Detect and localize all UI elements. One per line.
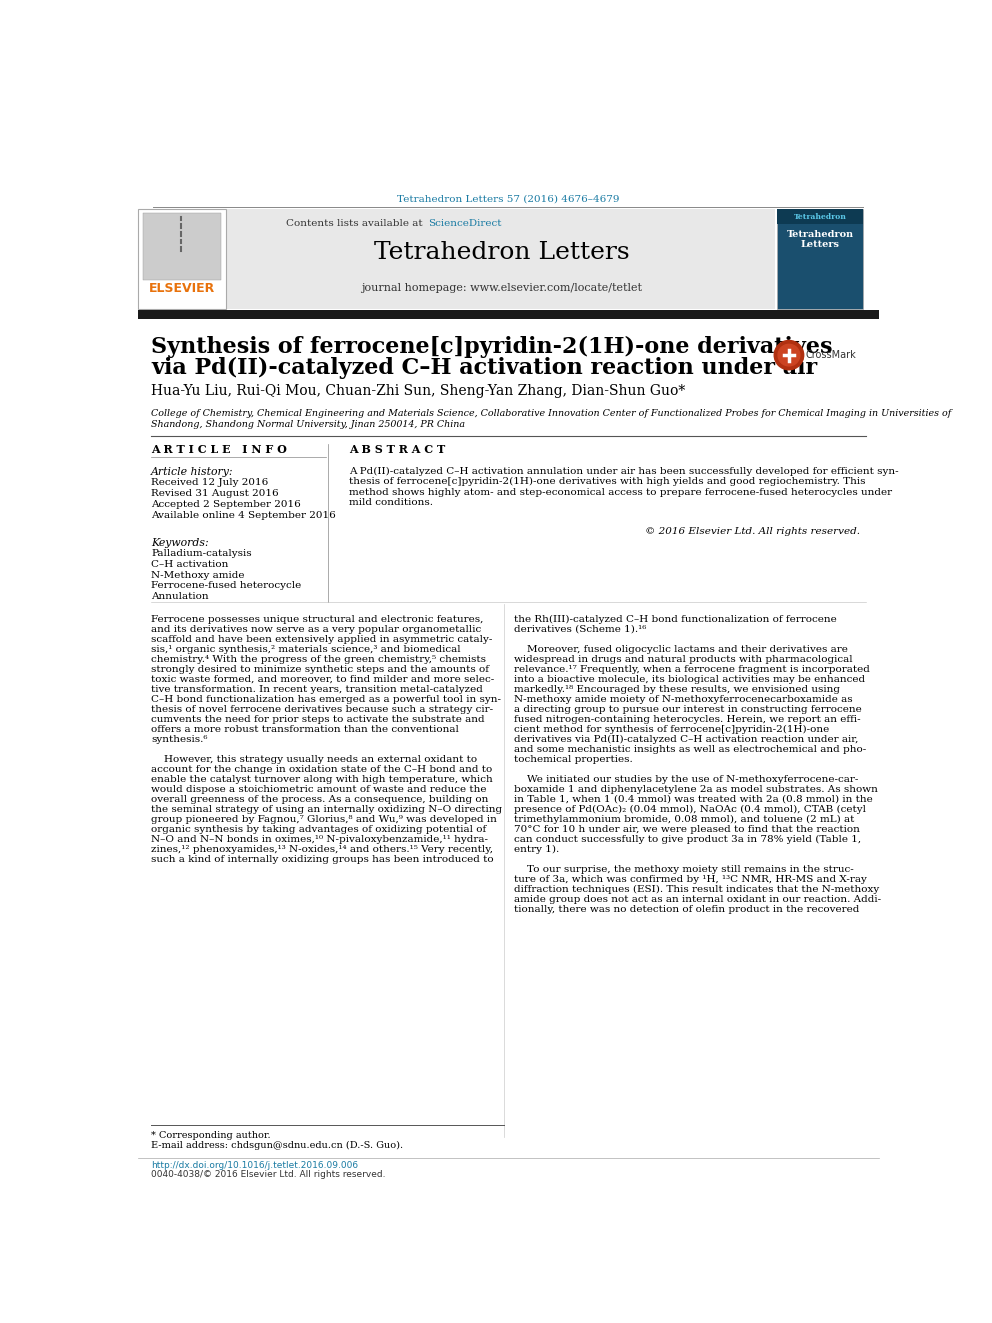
Text: A B S T R A C T: A B S T R A C T — [349, 445, 445, 455]
Text: synthesis.⁶: synthesis.⁶ — [151, 734, 207, 744]
Text: Shandong, Shandong Normal University, Jinan 250014, PR China: Shandong, Shandong Normal University, Ji… — [151, 419, 465, 429]
Text: Ferrocene-fused heterocycle: Ferrocene-fused heterocycle — [151, 582, 302, 590]
Text: cumvents the need for prior steps to activate the substrate and: cumvents the need for prior steps to act… — [151, 714, 485, 724]
Text: method shows highly atom- and step-economical access to prepare ferrocene-fused : method shows highly atom- and step-econo… — [349, 488, 892, 496]
Text: A Pd(II)-catalyzed C–H activation annulation under air has been successfully dev: A Pd(II)-catalyzed C–H activation annula… — [349, 467, 899, 476]
Text: N-Methoxy amide: N-Methoxy amide — [151, 570, 245, 579]
Text: widespread in drugs and natural products with pharmacological: widespread in drugs and natural products… — [514, 655, 852, 664]
Text: strongly desired to minimize synthetic steps and the amounts of: strongly desired to minimize synthetic s… — [151, 664, 489, 673]
Text: Tetrahedron: Tetrahedron — [794, 213, 846, 221]
Text: fused nitrogen-containing heterocycles. Herein, we report an effi-: fused nitrogen-containing heterocycles. … — [514, 714, 860, 724]
Text: group pioneered by Fagnou,⁷ Glorius,⁸ and Wu,⁹ was developed in: group pioneered by Fagnou,⁷ Glorius,⁸ an… — [151, 815, 497, 824]
Text: ScienceDirect: ScienceDirect — [428, 218, 501, 228]
Text: ELSEVIER: ELSEVIER — [149, 282, 215, 295]
Text: 0040-4038/© 2016 Elsevier Ltd. All rights reserved.: 0040-4038/© 2016 Elsevier Ltd. All right… — [151, 1170, 386, 1179]
Text: mild conditions.: mild conditions. — [349, 497, 433, 507]
Text: Moreover, fused oligocyclic lactams and their derivatives are: Moreover, fused oligocyclic lactams and … — [514, 644, 848, 654]
FancyBboxPatch shape — [227, 209, 775, 308]
Text: C–H bond functionalization has emerged as a powerful tool in syn-: C–H bond functionalization has emerged a… — [151, 695, 501, 704]
Text: tochemical properties.: tochemical properties. — [514, 754, 633, 763]
Text: CrossMark: CrossMark — [806, 351, 857, 360]
FancyBboxPatch shape — [777, 209, 863, 308]
Text: Tetrahedron
Letters: Tetrahedron Letters — [787, 230, 853, 249]
Text: http://dx.doi.org/10.1016/j.tetlet.2016.09.006: http://dx.doi.org/10.1016/j.tetlet.2016.… — [151, 1162, 358, 1171]
Text: relevance.¹⁷ Frequently, when a ferrocene fragment is incorporated: relevance.¹⁷ Frequently, when a ferrocen… — [514, 664, 870, 673]
Text: © 2016 Elsevier Ltd. All rights reserved.: © 2016 Elsevier Ltd. All rights reserved… — [645, 527, 860, 536]
Text: and its derivatives now serve as a very popular organometallic: and its derivatives now serve as a very … — [151, 624, 481, 634]
Text: Received 12 July 2016: Received 12 July 2016 — [151, 479, 269, 487]
Text: account for the change in oxidation state of the C–H bond and to: account for the change in oxidation stat… — [151, 765, 492, 774]
Text: derivatives (Scheme 1).¹⁶: derivatives (Scheme 1).¹⁶ — [514, 624, 646, 634]
Text: Revised 31 August 2016: Revised 31 August 2016 — [151, 490, 279, 497]
FancyBboxPatch shape — [777, 209, 863, 224]
Text: diffraction techniques (ESI). This result indicates that the N-methoxy: diffraction techniques (ESI). This resul… — [514, 885, 879, 894]
Text: We initiated our studies by the use of N-methoxyferrocene-car-: We initiated our studies by the use of N… — [514, 775, 858, 783]
Text: Accepted 2 September 2016: Accepted 2 September 2016 — [151, 500, 301, 509]
FancyBboxPatch shape — [138, 209, 225, 308]
Text: Keywords:: Keywords: — [151, 537, 208, 548]
Text: Contents lists available at: Contents lists available at — [287, 218, 427, 228]
Text: Hua-Yu Liu, Rui-Qi Mou, Chuan-Zhi Sun, Sheng-Yan Zhang, Dian-Shun Guo*: Hua-Yu Liu, Rui-Qi Mou, Chuan-Zhi Sun, S… — [151, 384, 685, 398]
Text: into a bioactive molecule, its biological activities may be enhanced: into a bioactive molecule, its biologica… — [514, 675, 865, 684]
Text: C–H activation: C–H activation — [151, 560, 228, 569]
Text: and some mechanistic insights as well as electrochemical and pho-: and some mechanistic insights as well as… — [514, 745, 866, 754]
Text: Annulation: Annulation — [151, 593, 208, 601]
Text: ture of 3a, which was confirmed by ¹H, ¹³C NMR, HR-MS and X-ray: ture of 3a, which was confirmed by ¹H, ¹… — [514, 875, 867, 884]
Text: Available online 4 September 2016: Available online 4 September 2016 — [151, 511, 336, 520]
Text: trimethylammonium bromide, 0.08 mmol), and toluene (2 mL) at: trimethylammonium bromide, 0.08 mmol), a… — [514, 815, 854, 824]
Text: organic synthesis by taking advantages of oxidizing potential of: organic synthesis by taking advantages o… — [151, 824, 486, 833]
Text: E-mail address: chdsgun@sdnu.edu.cn (D.-S. Guo).: E-mail address: chdsgun@sdnu.edu.cn (D.-… — [151, 1142, 404, 1151]
Text: in Table 1, when 1 (0.4 mmol) was treated with 2a (0.8 mmol) in the: in Table 1, when 1 (0.4 mmol) was treate… — [514, 795, 873, 804]
Text: entry 1).: entry 1). — [514, 845, 559, 853]
Text: N-methoxy amide moiety of N-methoxyferrocenecarboxamide as: N-methoxy amide moiety of N-methoxyferro… — [514, 695, 852, 704]
Text: Ferrocene possesses unique structural and electronic features,: Ferrocene possesses unique structural an… — [151, 615, 483, 623]
Text: such a kind of internally oxidizing groups has been introduced to: such a kind of internally oxidizing grou… — [151, 855, 494, 864]
Text: tive transformation. In recent years, transition metal-catalyzed: tive transformation. In recent years, tr… — [151, 685, 483, 693]
Text: Palladium-catalysis: Palladium-catalysis — [151, 549, 252, 558]
Text: A R T I C L E   I N F O: A R T I C L E I N F O — [151, 445, 287, 455]
Text: tionally, there was no detection of olefin product in the recovered: tionally, there was no detection of olef… — [514, 905, 859, 914]
Text: scaffold and have been extensively applied in asymmetric cataly-: scaffold and have been extensively appli… — [151, 635, 492, 643]
Text: Synthesis of ferrocene[c]pyridin-2(1H)-one derivatives: Synthesis of ferrocene[c]pyridin-2(1H)-o… — [151, 336, 832, 359]
Text: zines,¹² phenoxyamides,¹³ N-oxides,¹⁴ and others.¹⁵ Very recently,: zines,¹² phenoxyamides,¹³ N-oxides,¹⁴ an… — [151, 845, 493, 853]
Text: presence of Pd(OAc)₂ (0.04 mmol), NaOAc (0.4 mmol), CTAB (cetyl: presence of Pd(OAc)₂ (0.04 mmol), NaOAc … — [514, 804, 866, 814]
Text: Article history:: Article history: — [151, 467, 234, 476]
Circle shape — [774, 340, 804, 369]
Text: enable the catalyst turnover along with high temperature, which: enable the catalyst turnover along with … — [151, 775, 493, 783]
Text: sis,¹ organic synthesis,² materials science,³ and biomedical: sis,¹ organic synthesis,² materials scie… — [151, 644, 460, 654]
Text: Tetrahedron Letters 57 (2016) 4676–4679: Tetrahedron Letters 57 (2016) 4676–4679 — [397, 194, 620, 204]
Text: the seminal strategy of using an internally oxidizing N–O directing: the seminal strategy of using an interna… — [151, 804, 502, 814]
Circle shape — [778, 344, 800, 366]
Text: a directing group to pursue our interest in constructing ferrocene: a directing group to pursue our interest… — [514, 705, 862, 713]
Text: amide group does not act as an internal oxidant in our reaction. Addi-: amide group does not act as an internal … — [514, 894, 881, 904]
Text: boxamide 1 and diphenylacetylene 2a as model substrates. As shown: boxamide 1 and diphenylacetylene 2a as m… — [514, 785, 878, 794]
Text: However, this strategy usually needs an external oxidant to: However, this strategy usually needs an … — [151, 754, 477, 763]
FancyBboxPatch shape — [143, 213, 221, 280]
Text: College of Chemistry, Chemical Engineering and Materials Science, Collaborative : College of Chemistry, Chemical Engineeri… — [151, 409, 951, 418]
Text: overall greenness of the process. As a consequence, building on: overall greenness of the process. As a c… — [151, 795, 488, 804]
Text: would dispose a stoichiometric amount of waste and reduce the: would dispose a stoichiometric amount of… — [151, 785, 487, 794]
Text: the Rh(III)-catalyzed C–H bond functionalization of ferrocene: the Rh(III)-catalyzed C–H bond functiona… — [514, 615, 836, 623]
Text: N–O and N–N bonds in oximes,¹⁰ N-pivaloxybenzamide,¹¹ hydra-: N–O and N–N bonds in oximes,¹⁰ N-pivalox… — [151, 835, 488, 844]
Text: journal homepage: www.elsevier.com/locate/tetlet: journal homepage: www.elsevier.com/locat… — [361, 283, 642, 294]
Text: chemistry.⁴ With the progress of the green chemistry,⁵ chemists: chemistry.⁴ With the progress of the gre… — [151, 655, 486, 664]
Text: 70°C for 10 h under air, we were pleased to find that the reaction: 70°C for 10 h under air, we were pleased… — [514, 824, 860, 833]
Text: derivatives via Pd(II)-catalyzed C–H activation reaction under air,: derivatives via Pd(II)-catalyzed C–H act… — [514, 734, 858, 744]
Text: offers a more robust transformation than the conventional: offers a more robust transformation than… — [151, 725, 459, 734]
Text: cient method for synthesis of ferrocene[c]pyridin-2(1H)-one: cient method for synthesis of ferrocene[… — [514, 725, 829, 734]
Text: Tetrahedron Letters: Tetrahedron Letters — [374, 241, 629, 265]
Text: thesis of ferrocene[c]pyridin-2(1H)-one derivatives with high yields and good re: thesis of ferrocene[c]pyridin-2(1H)-one … — [349, 478, 865, 487]
Text: via Pd(II)-catalyzed C–H activation reaction under air: via Pd(II)-catalyzed C–H activation reac… — [151, 357, 817, 380]
Text: thesis of novel ferrocene derivatives because such a strategy cir-: thesis of novel ferrocene derivatives be… — [151, 705, 493, 713]
FancyBboxPatch shape — [138, 311, 879, 319]
Text: To our surprise, the methoxy moiety still remains in the struc-: To our surprise, the methoxy moiety stil… — [514, 865, 853, 875]
Text: toxic waste formed, and moreover, to find milder and more selec-: toxic waste formed, and moreover, to fin… — [151, 675, 494, 684]
Text: * Corresponding author.: * Corresponding author. — [151, 1131, 271, 1140]
Text: markedly.¹⁸ Encouraged by these results, we envisioned using: markedly.¹⁸ Encouraged by these results,… — [514, 685, 840, 693]
Text: can conduct successfully to give product 3a in 78% yield (Table 1,: can conduct successfully to give product… — [514, 835, 861, 844]
